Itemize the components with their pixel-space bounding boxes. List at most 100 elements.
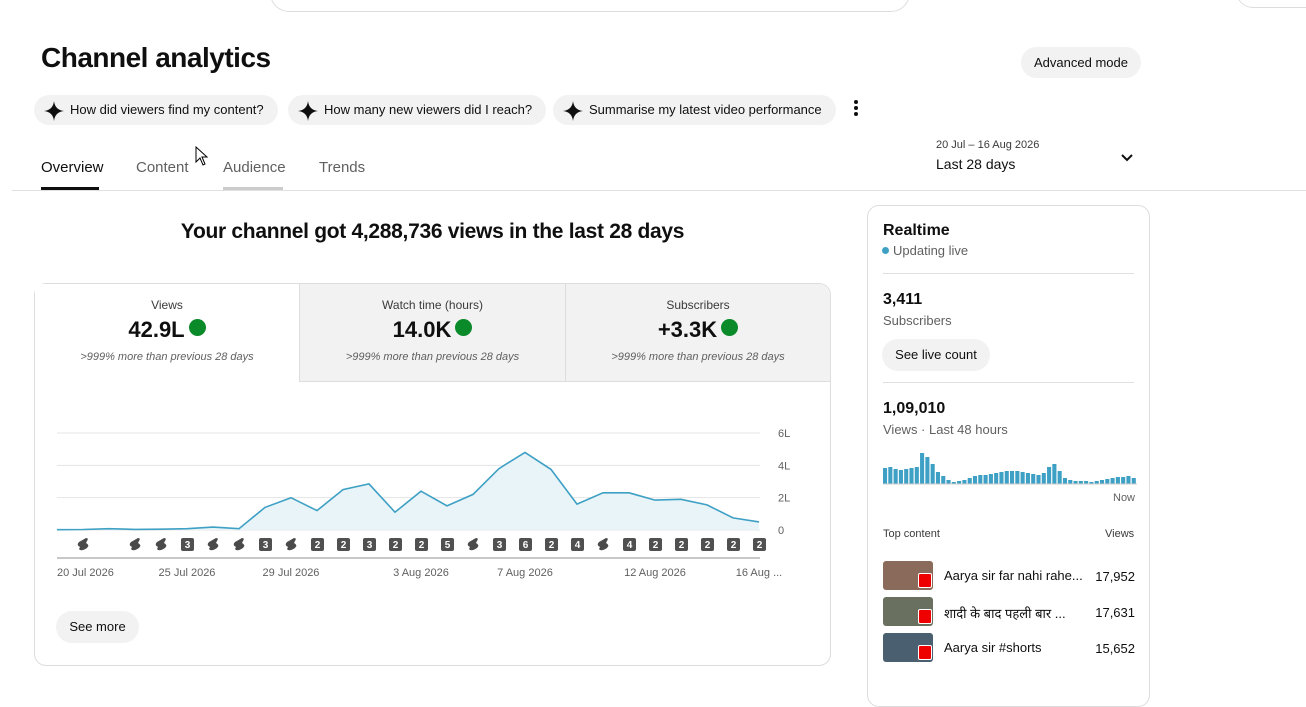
suggestion-chip[interactable]: How many new viewers did I reach? bbox=[288, 95, 547, 125]
account-button[interactable] bbox=[1236, 0, 1306, 8]
realtime-bar bbox=[1025, 473, 1030, 484]
upload-count: 3 bbox=[263, 540, 269, 551]
metric-tab[interactable]: Watch time (hours) 14.0K >999% more than p… bbox=[299, 284, 565, 382]
shorts-upload-icon bbox=[285, 538, 297, 551]
realtime-bar bbox=[893, 469, 898, 484]
realtime-bar bbox=[1015, 471, 1020, 484]
tab[interactable]: Content bbox=[136, 159, 189, 176]
up-icon bbox=[721, 319, 739, 336]
y-tick-label: 0 bbox=[778, 525, 784, 537]
upload-count: 5 bbox=[445, 540, 451, 551]
upload-count: 2 bbox=[731, 540, 737, 551]
shorts-upload-icon bbox=[597, 538, 609, 551]
headline: Your channel got 4,288,736 views in the … bbox=[180, 220, 685, 243]
metric-tab[interactable]: Subscribers +3.3K >999% more than previous… bbox=[565, 284, 830, 382]
metric-change: >999% more than previous 28 days bbox=[345, 351, 520, 363]
upload-count: 2 bbox=[549, 540, 555, 551]
realtime-bar bbox=[1047, 467, 1052, 484]
upload-marker bbox=[545, 538, 558, 551]
upload-marker bbox=[389, 538, 402, 551]
realtime-bar bbox=[1094, 481, 1099, 484]
realtime-bar bbox=[1078, 481, 1083, 484]
shorts-upload-icon bbox=[233, 538, 245, 551]
realtime-bar bbox=[1010, 471, 1015, 484]
tab[interactable]: Overview bbox=[41, 159, 104, 176]
upload-count: 2 bbox=[757, 540, 763, 551]
analytics-card bbox=[34, 283, 831, 666]
realtime-bar bbox=[1084, 481, 1089, 484]
video-title: Aarya sir far nahi rahe... bbox=[944, 568, 1083, 583]
realtime-bar bbox=[1041, 473, 1046, 484]
metric-label: Watch time (hours) bbox=[382, 298, 483, 312]
area bbox=[57, 452, 759, 530]
chip-text: How did viewers find my content? bbox=[70, 102, 264, 117]
date-range-chevron[interactable] bbox=[1120, 152, 1134, 164]
video-title: शादी के बाद पहली बार ... bbox=[944, 606, 1066, 621]
realtime-bar bbox=[978, 475, 983, 484]
realtime-bar bbox=[1121, 477, 1126, 484]
sparkle-icon bbox=[298, 101, 318, 121]
live-dot bbox=[882, 247, 889, 254]
realtime-bar bbox=[999, 472, 1004, 484]
upload-count: 2 bbox=[419, 540, 425, 551]
x-tick-label: 29 Jul 2026 bbox=[263, 567, 320, 579]
more-menu[interactable] bbox=[850, 99, 862, 117]
page-title: Channel analytics bbox=[41, 42, 271, 73]
y-tick-label: 6L bbox=[778, 428, 790, 440]
tab[interactable]: Trends bbox=[319, 159, 366, 176]
divider bbox=[883, 273, 1134, 274]
upload-marker bbox=[571, 538, 584, 551]
realtime-bar bbox=[967, 478, 972, 484]
subscriber-label: Subscribers bbox=[883, 313, 952, 328]
shorts-upload-icon bbox=[129, 538, 141, 551]
y-tick-label: 2L bbox=[778, 493, 790, 505]
see-more-button[interactable]: See more bbox=[56, 611, 139, 643]
upload-count: 2 bbox=[341, 540, 347, 551]
realtime-status: Updating live bbox=[893, 243, 969, 258]
metric-tab[interactable]: Views 42.9L >999% more than previous 28 da… bbox=[35, 284, 299, 382]
shorts-upload-icon bbox=[467, 538, 479, 551]
y-tick-label: 4L bbox=[778, 460, 790, 472]
upload-count: 3 bbox=[497, 540, 503, 551]
date-range-dates: 20 Jul – 16 Aug 2026 bbox=[936, 139, 1040, 151]
up-icon bbox=[455, 319, 473, 336]
suggestion-chip[interactable]: How did viewers find my content? bbox=[34, 95, 278, 125]
shorts-icon-shape bbox=[77, 538, 89, 551]
suggestion-chip[interactable]: Summarise my latest video performance bbox=[553, 95, 836, 125]
date-range-period[interactable]: Last 28 days bbox=[936, 156, 1016, 172]
shorts-upload-icon bbox=[155, 538, 167, 551]
see-live-count-button[interactable]: See live count bbox=[882, 339, 990, 371]
realtime-bar bbox=[1031, 474, 1036, 484]
shorts-icon-shape bbox=[285, 538, 297, 551]
realtime-bar bbox=[1105, 479, 1110, 484]
tab[interactable]: Audience bbox=[223, 159, 286, 176]
video-thumbnail[interactable] bbox=[883, 561, 933, 590]
shorts-upload-icon bbox=[207, 538, 219, 551]
metric-value: 14.0K bbox=[392, 317, 452, 342]
metric-value-wrap: +3.3K bbox=[566, 317, 830, 343]
video-views: 17,631 bbox=[1095, 605, 1135, 620]
realtime-bar bbox=[951, 482, 956, 484]
x-tick-label: 16 Aug ... bbox=[736, 567, 782, 579]
metric-change: >999% more than previous 28 days bbox=[611, 351, 785, 363]
advanced-mode-button[interactable]: Advanced mode bbox=[1021, 47, 1141, 78]
tab-hover-underline bbox=[223, 187, 283, 190]
now-label: Now bbox=[1113, 492, 1136, 504]
shorts-icon-shape bbox=[207, 538, 219, 551]
realtime-bar bbox=[883, 468, 888, 484]
video-thumbnail[interactable] bbox=[883, 633, 933, 662]
upload-marker bbox=[623, 538, 636, 551]
shorts-icon-shape bbox=[467, 538, 479, 551]
upload-marker bbox=[311, 538, 324, 551]
realtime-bar bbox=[946, 480, 951, 484]
realtime-bar bbox=[1036, 475, 1041, 484]
views-column-label: Views bbox=[1105, 528, 1135, 540]
realtime-bar bbox=[914, 467, 919, 484]
upload-count: 2 bbox=[393, 540, 399, 551]
upload-count: 2 bbox=[705, 540, 711, 551]
realtime-bar bbox=[994, 473, 999, 484]
upload-marker bbox=[753, 538, 766, 551]
divider bbox=[883, 382, 1134, 383]
shorts-icon-shape bbox=[129, 538, 141, 551]
video-thumbnail[interactable] bbox=[883, 597, 933, 626]
